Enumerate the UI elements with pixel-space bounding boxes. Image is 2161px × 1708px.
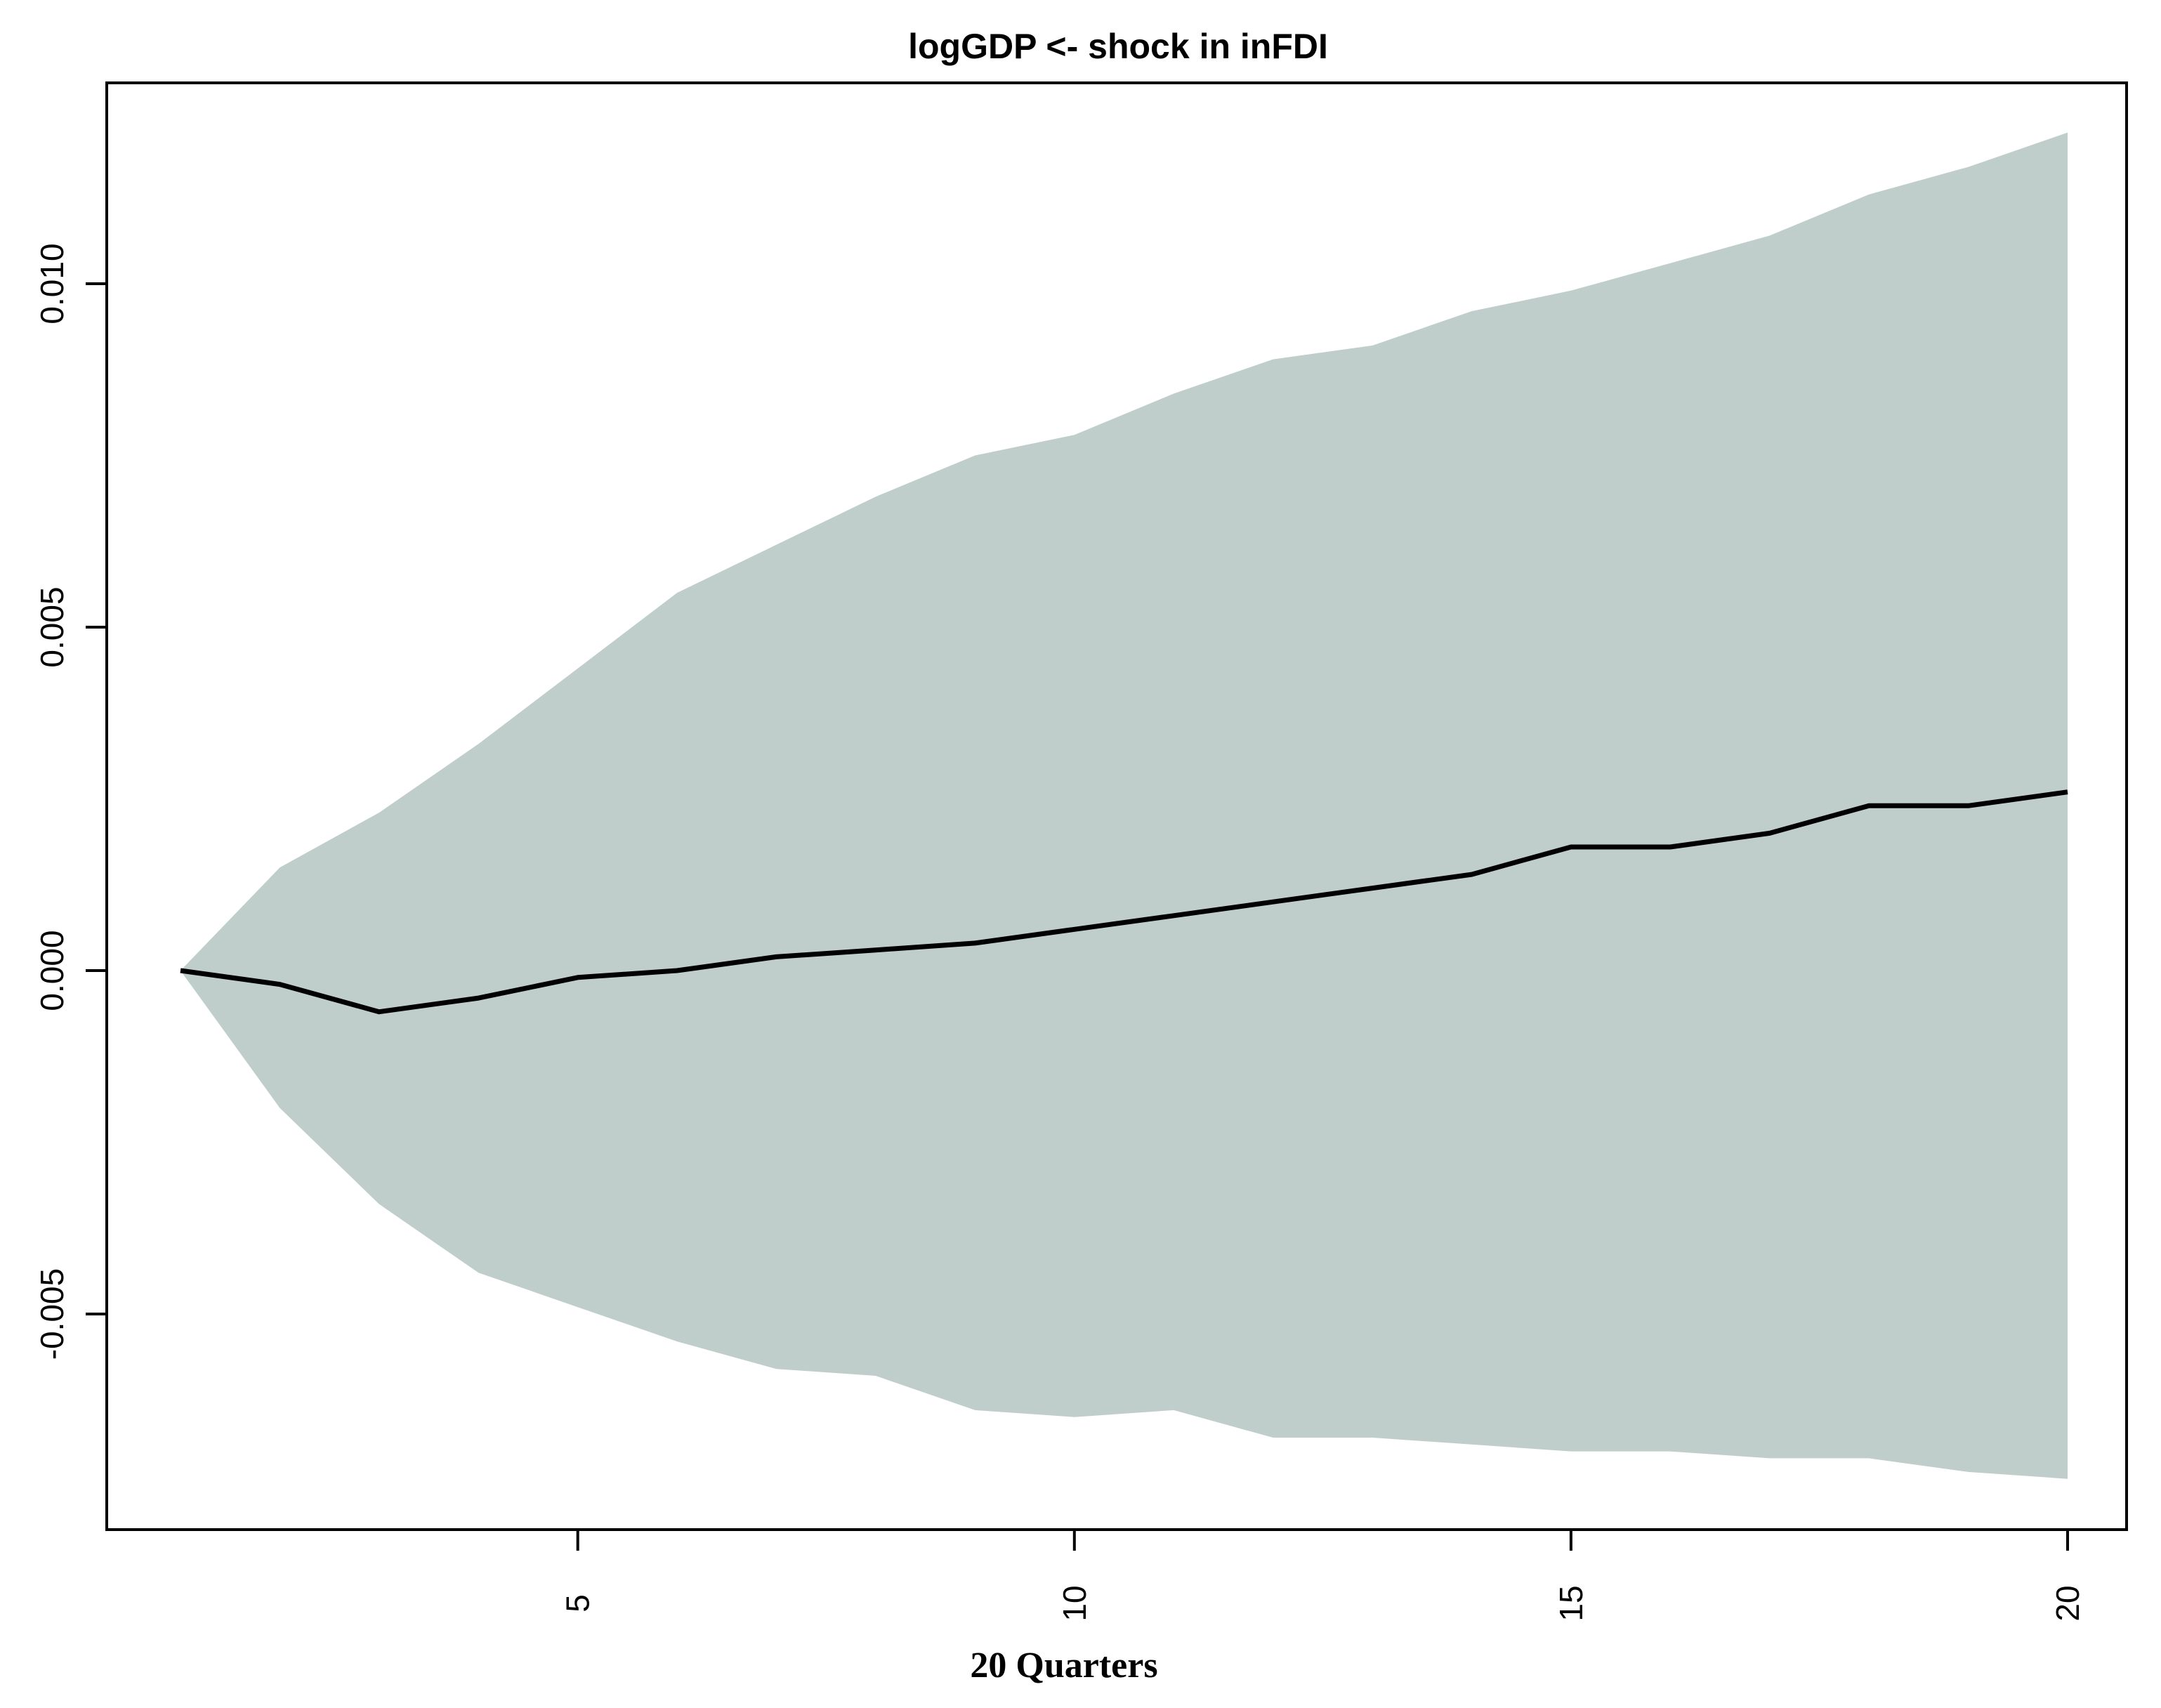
confidence-band <box>180 132 2068 1479</box>
axes-layer: 5 10 15 20 -0.005 0.000 0.005 0.010 <box>34 81 2128 1622</box>
chart-title: logGDP <- shock in inFDI <box>908 27 1328 66</box>
line-layer <box>180 789 2068 1015</box>
plot-frame <box>105 81 2128 1531</box>
y-tick-label: -0.005 <box>34 1268 70 1360</box>
response-line <box>180 789 2068 1015</box>
y-tick-label: 0.010 <box>34 243 70 324</box>
y-tick-label: 0.005 <box>34 586 70 667</box>
x-tick-label: 20 <box>2049 1585 2086 1621</box>
x-tick-label: 5 <box>560 1594 596 1612</box>
x-tick-label: 15 <box>1553 1585 1589 1621</box>
x-tick-label: 10 <box>1056 1585 1093 1621</box>
band-layer <box>180 132 2068 1479</box>
y-tick-label: 0.000 <box>34 930 70 1011</box>
x-axis-label: 20 Quarters <box>970 1645 1157 1686</box>
